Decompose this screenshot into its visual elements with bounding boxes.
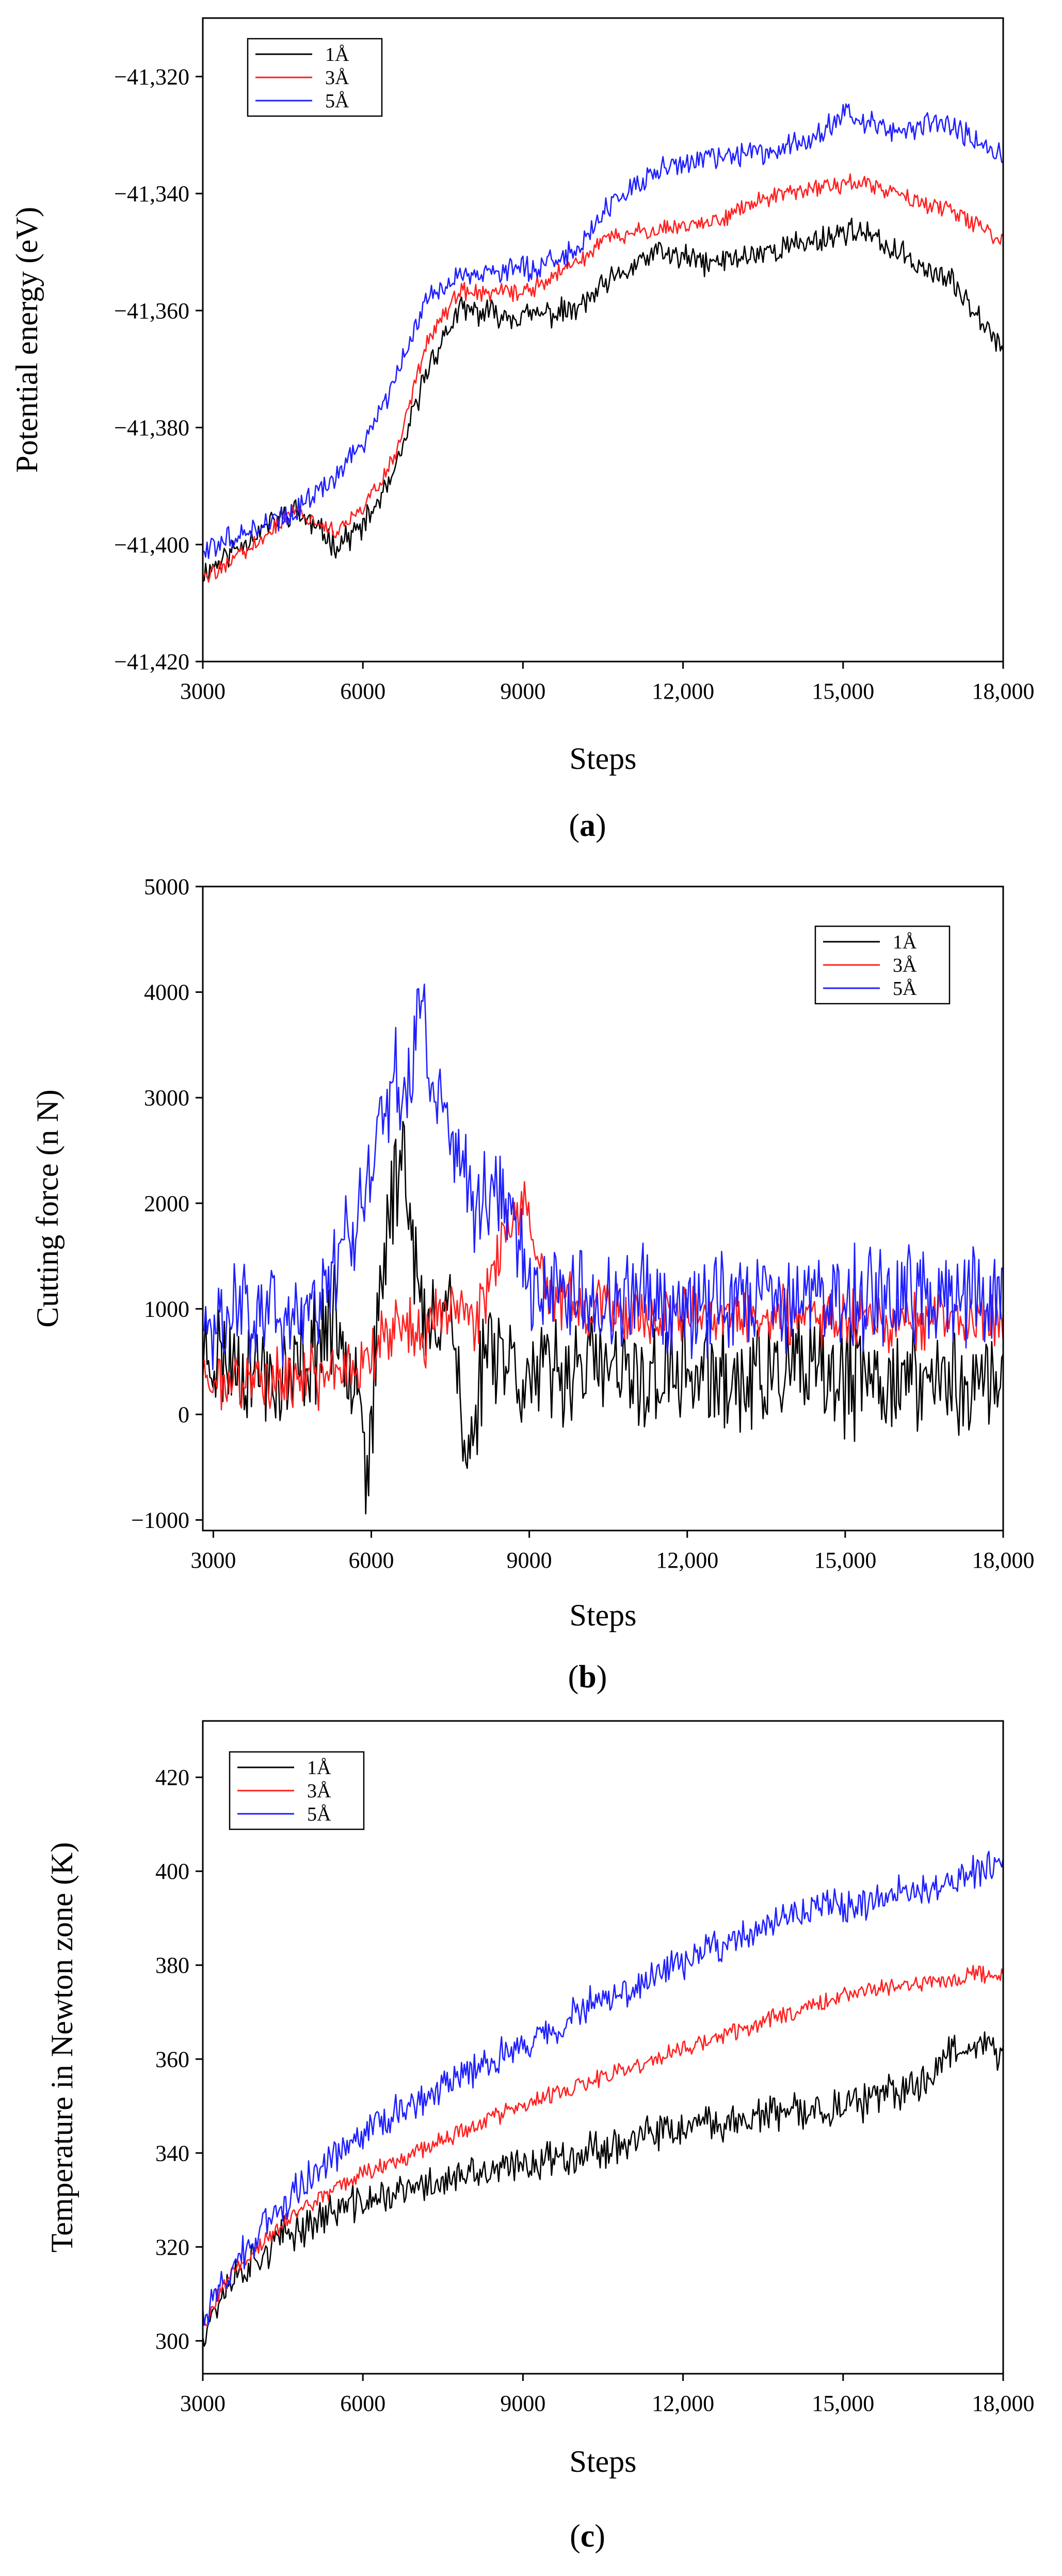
chart-cutting-force: 3000 6000 9000 12,000 15,000 18,000 −1000 0 1000… bbox=[30, 874, 1035, 1695]
plot-frame bbox=[202, 886, 1004, 1532]
legend-label: 1Å bbox=[325, 44, 349, 66]
y-tick-label: −41,420 bbox=[114, 649, 189, 674]
chart-potential-energy: 3000 6000 9000 12,000 15,000 18,000 −41,420 −41… bbox=[10, 17, 1035, 843]
y-tick-label: −41,360 bbox=[114, 298, 189, 324]
series-line-3A bbox=[203, 173, 1003, 583]
x-tick-label: 12,000 bbox=[652, 2391, 714, 2416]
series-line-3A bbox=[203, 1181, 1003, 1411]
x-tick-label: 6000 bbox=[340, 679, 385, 704]
y-tick-label: 0 bbox=[178, 1402, 189, 1427]
legend-label: 5Å bbox=[325, 90, 349, 112]
x-tick-label: 18,000 bbox=[972, 1548, 1035, 1573]
y-tick-label: 5000 bbox=[144, 874, 189, 899]
x-tick-label: 3000 bbox=[180, 679, 226, 704]
plot-frame bbox=[202, 17, 1004, 663]
panel-label-close: ) bbox=[597, 1660, 607, 1695]
x-tick-label: 18,000 bbox=[972, 679, 1035, 704]
legend-label: 1Å bbox=[893, 931, 917, 953]
y-tick-label: −41,340 bbox=[114, 181, 189, 206]
y-tick-label: 400 bbox=[155, 1859, 189, 1884]
y-tick-label: −41,320 bbox=[114, 64, 189, 89]
x-tick-label: 15,000 bbox=[812, 2391, 874, 2416]
x-axis-label: Steps bbox=[569, 2444, 636, 2478]
y-tick-label: 360 bbox=[155, 2047, 189, 2072]
y-tick-label: −41,380 bbox=[114, 415, 189, 441]
series-line-5A bbox=[203, 984, 1003, 1371]
y-tick-label: 3000 bbox=[144, 1085, 189, 1110]
legend-box bbox=[229, 1751, 365, 1830]
x-tick-label: 3000 bbox=[190, 1548, 236, 1573]
series-line-5A bbox=[203, 1850, 1003, 2326]
legend-label: 3Å bbox=[307, 1780, 331, 1802]
legend-label: 3Å bbox=[893, 955, 917, 976]
x-axis-label: Steps bbox=[569, 1598, 636, 1632]
y-tick-label: 320 bbox=[155, 2234, 189, 2260]
y-tick-label: −1000 bbox=[131, 1508, 189, 1533]
panel-label-letter: c bbox=[581, 2519, 595, 2554]
x-tick-label: 6000 bbox=[340, 2391, 385, 2416]
x-tick-label: 9000 bbox=[507, 1548, 552, 1573]
x-tick-label: 12,000 bbox=[652, 679, 714, 704]
legend-label: 5Å bbox=[307, 1804, 331, 1825]
series-line-3A bbox=[203, 1965, 1003, 2327]
y-axis-label: Temperature in Newton zone (K) bbox=[45, 1842, 79, 2252]
legend-label: 3Å bbox=[325, 67, 349, 89]
x-axis-label: Steps bbox=[569, 742, 636, 776]
y-tick-label: 4000 bbox=[144, 980, 189, 1005]
x-tick-label: 12,000 bbox=[656, 1548, 718, 1573]
y-tick-label: 1000 bbox=[144, 1296, 189, 1322]
panel-label: (c) bbox=[570, 2519, 605, 2554]
panel-label-letter: a bbox=[580, 808, 596, 843]
y-tick-label: −41,400 bbox=[114, 532, 189, 557]
y-axis-label: Potential energy (eV) bbox=[10, 207, 44, 473]
y-tick-label: 380 bbox=[155, 1953, 189, 1978]
x-tick-label: 3000 bbox=[180, 2391, 226, 2416]
y-axis-label: Cutting force (n N) bbox=[30, 1089, 65, 1328]
panel-label: (b) bbox=[568, 1660, 607, 1695]
panel-label: (a) bbox=[569, 808, 606, 843]
legend-label: 5Å bbox=[893, 978, 917, 1000]
chart-temperature: 3000 6000 9000 12,000 15,000 18,000 300 320 340 3… bbox=[45, 1720, 1035, 2554]
x-tick-label: 9000 bbox=[500, 2391, 545, 2416]
panel-label-close: ) bbox=[596, 808, 606, 843]
x-tick-label: 15,000 bbox=[814, 1548, 876, 1573]
series-line-5A bbox=[203, 103, 1003, 559]
y-tick-label: 420 bbox=[155, 1765, 189, 1790]
x-tick-label: 15,000 bbox=[812, 679, 874, 704]
series-line-1A bbox=[203, 2031, 1003, 2347]
y-tick-label: 300 bbox=[155, 2328, 189, 2354]
plot-frame bbox=[202, 1720, 1004, 2375]
y-tick-label: 340 bbox=[155, 2140, 189, 2166]
legend-label: 1Å bbox=[307, 1757, 331, 1779]
panel-label-letter: b bbox=[578, 1660, 596, 1695]
panel-label-close: ) bbox=[594, 2519, 605, 2554]
y-tick-label: 2000 bbox=[144, 1191, 189, 1216]
x-tick-label: 9000 bbox=[500, 679, 545, 704]
x-tick-label: 6000 bbox=[349, 1548, 394, 1573]
x-tick-label: 18,000 bbox=[972, 2391, 1035, 2416]
series-line-1A bbox=[203, 217, 1003, 583]
